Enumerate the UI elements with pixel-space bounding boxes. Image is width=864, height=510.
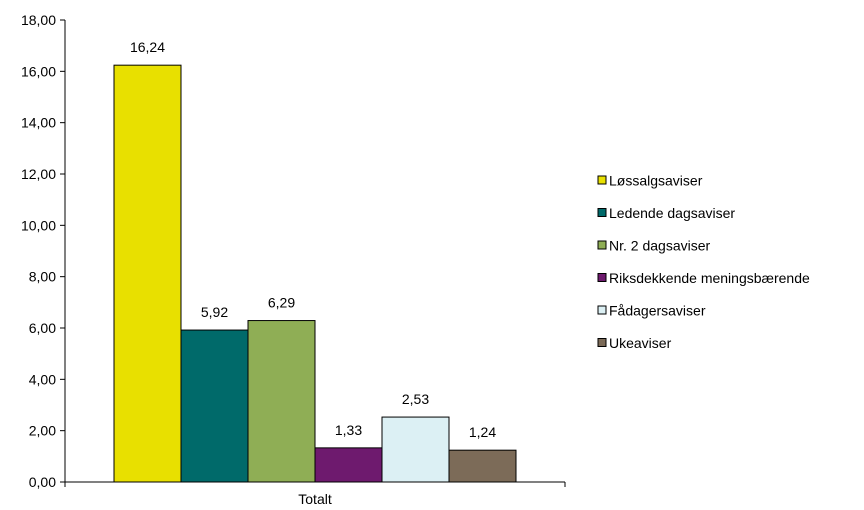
bar (381, 416, 450, 483)
value-labels: 16,24 5,92 6,29 1,33 2,53 1,24 (130, 39, 496, 440)
bar (448, 449, 517, 483)
data-label: 6,29 (268, 295, 295, 311)
y-tick-label: 0,00 (29, 474, 56, 490)
legend-label: Ukeaviser (609, 335, 672, 351)
y-tick-label: 8,00 (29, 269, 56, 285)
y-tick-label: 6,00 (29, 320, 56, 336)
data-label: 2,53 (402, 391, 429, 407)
data-label: 1,33 (335, 422, 362, 438)
legend-swatch (597, 305, 607, 315)
legend-swatch (597, 175, 607, 185)
legend-swatch (597, 240, 607, 250)
legend-label: Riksdekkende meningsbærende (609, 270, 810, 286)
data-label: 16,24 (130, 39, 165, 55)
y-tick-label: 14,00 (21, 115, 56, 131)
y-tick-label: 2,00 (29, 423, 56, 439)
data-label: 5,92 (201, 304, 228, 320)
y-tick-label: 16,00 (21, 63, 56, 79)
legend-label: Ledende dagsaviser (609, 205, 735, 221)
bar (247, 320, 316, 483)
y-tick-label: 4,00 (29, 371, 56, 387)
x-axis-labels: Totalt (64, 482, 566, 507)
data-label: 1,24 (469, 424, 496, 440)
y-tick-label: 10,00 (21, 217, 56, 233)
bar (113, 64, 182, 483)
bar (314, 447, 383, 483)
legend-swatch (597, 273, 607, 282)
legend-label: Fådagersaviser (609, 303, 706, 319)
legend: Løssalgsaviser Ledende dagsaviser Nr. 2 da… (597, 173, 810, 351)
bar (180, 329, 249, 483)
legend-label: Nr. 2 dagsaviser (609, 238, 710, 254)
x-tick-label: Totalt (298, 491, 332, 507)
legend-swatch (597, 208, 607, 217)
y-tick-label: 18,00 (21, 12, 56, 28)
y-axis-ticks: 0,00 2,00 4,00 6,00 8,00 10,00 12,00 14,00 16,00… (21, 12, 65, 490)
bars (113, 64, 517, 483)
y-tick-label: 12,00 (21, 166, 56, 182)
legend-label: Løssalgsaviser (609, 173, 703, 189)
legend-swatch (597, 338, 607, 347)
